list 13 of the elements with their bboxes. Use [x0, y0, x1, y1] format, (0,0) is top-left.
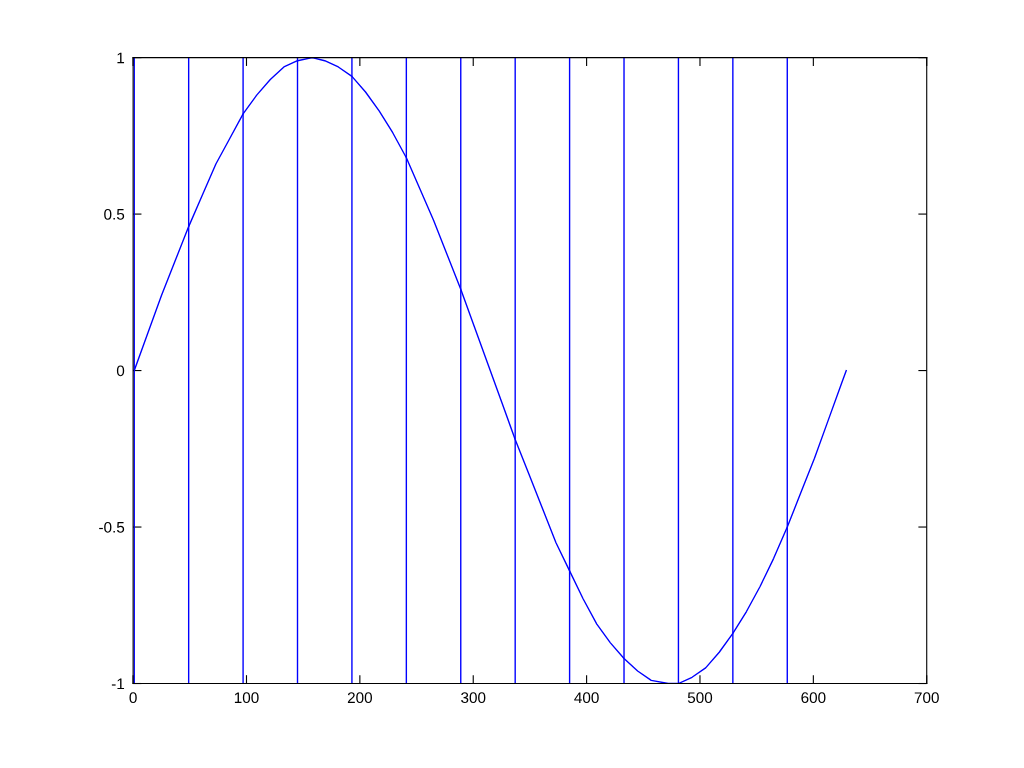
y-tick-label: -0.5 [99, 521, 125, 533]
x-tick-label: 200 [347, 692, 373, 704]
x-tick-label: 0 [129, 692, 137, 704]
x-tick-label: 400 [574, 692, 599, 704]
x-tick-label: 600 [801, 692, 826, 704]
y-tick-label: 1 [117, 52, 125, 64]
x-tick-label: 300 [461, 692, 486, 704]
x-tick-label: 700 [914, 692, 939, 704]
y-tick-label: -1 [111, 678, 125, 690]
x-tick-label: 500 [687, 692, 713, 704]
y-tick-label: 0 [116, 365, 125, 377]
x-tick-label: 100 [234, 692, 259, 704]
y-tick-label: 0.5 [104, 208, 125, 220]
